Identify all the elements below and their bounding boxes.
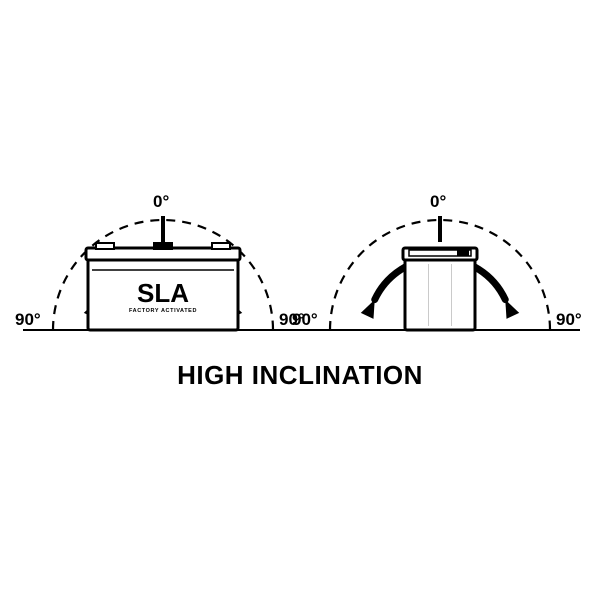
swing-arrowhead (505, 300, 519, 319)
swing-arrowhead (361, 300, 375, 319)
label-90deg-right: 90° (556, 310, 582, 330)
label-90deg-left: 90° (292, 310, 318, 330)
label-0deg: 0° (430, 192, 446, 212)
diagram-title: HIGH INCLINATION (0, 360, 600, 391)
battery (403, 248, 477, 330)
